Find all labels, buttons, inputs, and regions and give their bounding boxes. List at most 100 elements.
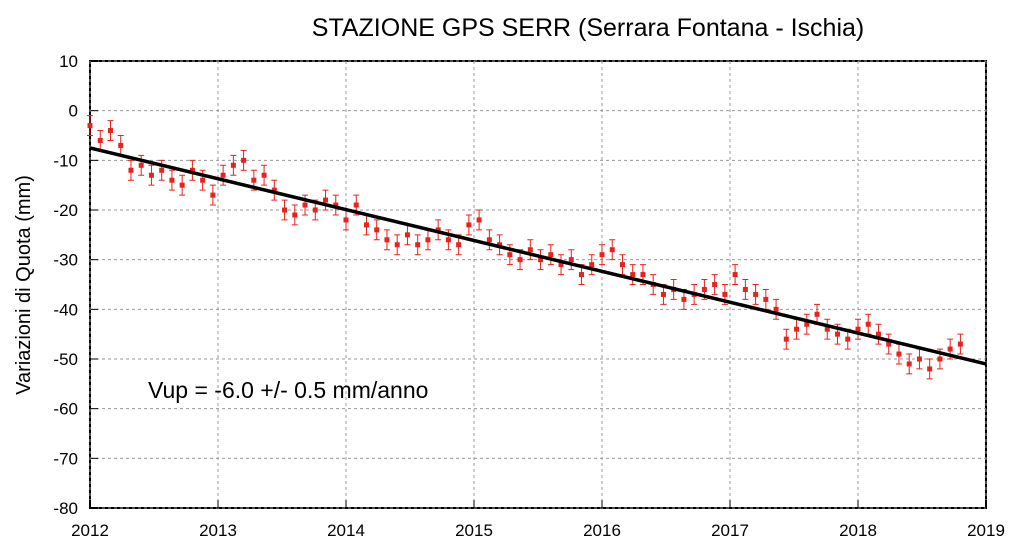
data-point xyxy=(87,123,93,129)
data-point xyxy=(937,356,943,362)
data-point xyxy=(794,326,800,332)
x-tick-label: 2014 xyxy=(327,521,365,540)
data-point xyxy=(712,282,718,287)
data-point xyxy=(814,311,820,317)
data-point xyxy=(261,172,267,178)
data-point xyxy=(538,257,544,263)
y-tick-label: -80 xyxy=(53,499,78,518)
y-tick-label: -40 xyxy=(53,300,78,319)
x-tick-label: 2012 xyxy=(71,521,109,540)
data-point xyxy=(241,157,247,163)
data-point xyxy=(609,247,615,253)
data-point xyxy=(292,212,298,218)
data-point xyxy=(128,167,134,173)
data-point xyxy=(97,137,103,143)
data-point xyxy=(404,232,410,238)
data-point xyxy=(333,202,339,208)
data-point xyxy=(804,321,810,327)
data-point xyxy=(445,237,451,243)
data-point xyxy=(415,242,421,248)
data-point xyxy=(906,361,912,367)
data-point xyxy=(742,286,748,292)
data-point xyxy=(189,167,195,173)
data-point xyxy=(118,142,124,148)
data-point xyxy=(875,331,881,337)
trend-line xyxy=(89,146,987,366)
data-point xyxy=(732,272,738,278)
data-point xyxy=(374,227,380,233)
data-point xyxy=(845,336,851,342)
data-point xyxy=(916,356,922,362)
x-tick-label: 2017 xyxy=(711,521,749,540)
x-tick-label: 2018 xyxy=(839,521,877,540)
plot-frame xyxy=(89,60,987,509)
data-point xyxy=(507,252,513,258)
x-tick-label: 2016 xyxy=(583,521,621,540)
data-point xyxy=(282,207,288,213)
data-point xyxy=(896,351,902,357)
chart-title: STAZIONE GPS SERR (Serrara Fontana - Isc… xyxy=(312,14,864,42)
data-point xyxy=(517,257,523,263)
data-point xyxy=(486,237,492,243)
data-point xyxy=(763,296,769,302)
data-point xyxy=(220,172,226,178)
data-point xyxy=(138,162,144,168)
data-point xyxy=(323,197,329,203)
data-point xyxy=(302,202,308,208)
data-point xyxy=(579,272,585,278)
data-point xyxy=(230,162,236,168)
y-tick-label: 0 xyxy=(69,102,78,121)
data-point xyxy=(435,227,441,233)
data-point xyxy=(312,207,318,213)
data-point xyxy=(353,202,359,208)
data-point xyxy=(947,346,953,352)
data-point xyxy=(148,172,154,178)
data-point xyxy=(886,341,892,347)
y-tick-label: -70 xyxy=(53,449,78,468)
data-point xyxy=(722,291,728,297)
data-point xyxy=(701,286,707,292)
x-tick-label: 2015 xyxy=(455,521,493,540)
data-point xyxy=(855,326,861,332)
data-point xyxy=(558,262,564,268)
data-point xyxy=(619,262,625,268)
data-point xyxy=(548,252,554,258)
y-axis-label: Variazioni di Quota (mm) xyxy=(13,175,35,395)
data-point xyxy=(599,252,605,258)
data-point xyxy=(568,257,574,263)
data-point xyxy=(466,222,472,228)
data-point xyxy=(927,366,933,372)
data-point xyxy=(179,182,185,188)
data-point xyxy=(783,336,789,342)
data-point xyxy=(425,237,431,243)
x-tick-label: 2013 xyxy=(199,521,237,540)
data-point xyxy=(681,296,687,302)
x-tick-label: 2019 xyxy=(967,521,1005,540)
data-point xyxy=(210,192,216,198)
y-tick-label: 10 xyxy=(59,52,78,71)
data-point xyxy=(343,217,349,223)
data-point xyxy=(527,247,533,253)
data-point xyxy=(660,291,666,297)
data-point xyxy=(640,272,646,278)
data-point xyxy=(169,177,175,183)
data-point xyxy=(456,242,462,248)
annotation: Vup = -6.0 +/- 0.5 mm/anno xyxy=(148,377,428,403)
y-tick-label: -10 xyxy=(53,151,78,170)
data-point xyxy=(476,217,482,223)
y-tick-label: -60 xyxy=(53,400,78,419)
y-tick-label: -50 xyxy=(53,350,78,369)
data-point xyxy=(835,331,841,337)
data-point xyxy=(630,272,636,278)
data-point xyxy=(957,341,963,347)
data-point xyxy=(251,177,257,183)
data-point xyxy=(773,306,779,312)
data-point xyxy=(865,321,871,327)
data-point xyxy=(363,222,369,228)
data-point xyxy=(497,242,503,248)
data-point xyxy=(384,237,390,243)
data-point xyxy=(159,167,165,173)
y-tick-label: -20 xyxy=(53,201,78,220)
